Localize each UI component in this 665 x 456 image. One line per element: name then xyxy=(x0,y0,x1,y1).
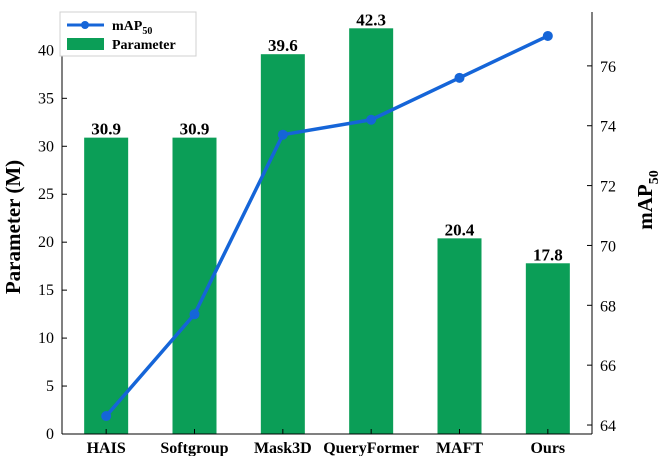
map50-line xyxy=(101,30,553,422)
x-tick-label-hais: HAIS xyxy=(87,440,126,456)
left-tick-label: 35 xyxy=(38,90,54,107)
right-tick-label: 64 xyxy=(600,418,616,435)
bar-value-labels: 30.9 30.9 39.6 42.3 20.4 17.8 xyxy=(91,10,562,264)
legend-label-parameter: Parameter xyxy=(112,38,176,53)
axes: 0 5 10 15 20 25 30 35 40 64 66 68 70 72 74 76 HAIS Softgr… xyxy=(38,12,616,456)
bar-mask3d xyxy=(260,54,305,434)
bar-label-softgroup: 30.9 xyxy=(180,120,210,139)
parameter-bars xyxy=(84,28,570,435)
right-axis-title-main: mAP xyxy=(633,184,657,230)
legend-bar-swatch xyxy=(67,38,104,50)
right-axis-title-subscript: 50 xyxy=(647,170,662,184)
legend: mAP50 Parameter xyxy=(59,11,197,57)
x-tick-label-queryformer: QueryFormer xyxy=(323,440,419,456)
right-tick-label: 70 xyxy=(600,238,616,255)
left-tick-label: 20 xyxy=(38,234,54,251)
left-tick-label: 30 xyxy=(38,138,54,155)
right-tick-label: 72 xyxy=(600,179,616,196)
left-tick-label: 0 xyxy=(46,426,54,443)
map50-series-line xyxy=(104,34,549,418)
legend-label-map50-main: mAP xyxy=(112,19,143,34)
left-axis-title: Parameter (M) xyxy=(1,160,25,294)
left-tick-label: 10 xyxy=(38,330,54,347)
x-tick-label-ours: Ours xyxy=(530,440,565,456)
map50-point-ours xyxy=(542,30,553,41)
bar-label-maft: 20.4 xyxy=(445,220,475,239)
left-tick-label: 40 xyxy=(38,42,54,59)
legend-line-marker xyxy=(81,21,89,29)
left-tick-label: 25 xyxy=(38,186,54,203)
bar-label-hais: 30.9 xyxy=(91,120,121,139)
bar-label-mask3d: 39.6 xyxy=(268,36,298,55)
map50-point-mask3d xyxy=(277,129,288,140)
map50-point-maft xyxy=(454,72,465,83)
right-tick-label: 66 xyxy=(600,358,616,375)
right-tick-label: 74 xyxy=(600,119,616,136)
map50-point-softgroup xyxy=(189,309,200,320)
bar-label-ours: 17.8 xyxy=(533,245,563,264)
left-tick-label: 15 xyxy=(38,282,54,299)
x-tick-label-mask3d: Mask3D xyxy=(254,440,312,456)
x-tick-label-maft: MAFT xyxy=(436,440,483,456)
bar-hais xyxy=(84,137,129,434)
right-tick-label: 68 xyxy=(600,298,616,315)
map50-point-hais xyxy=(101,411,112,422)
bar-maft xyxy=(437,238,482,434)
bar-queryformer xyxy=(349,28,394,435)
right-axis-title: mAP50 xyxy=(633,170,662,230)
bar-ours xyxy=(525,263,570,434)
map50-point-queryformer xyxy=(366,114,377,125)
bar-label-queryformer: 42.3 xyxy=(356,10,386,29)
right-tick-label: 76 xyxy=(600,59,616,76)
legend-label-map50: mAP50 xyxy=(112,19,152,37)
left-tick-label: 5 xyxy=(46,378,54,395)
x-tick-label-softgroup: Softgroup xyxy=(160,440,228,456)
legend-label-map50-subscript: 50 xyxy=(142,26,152,37)
